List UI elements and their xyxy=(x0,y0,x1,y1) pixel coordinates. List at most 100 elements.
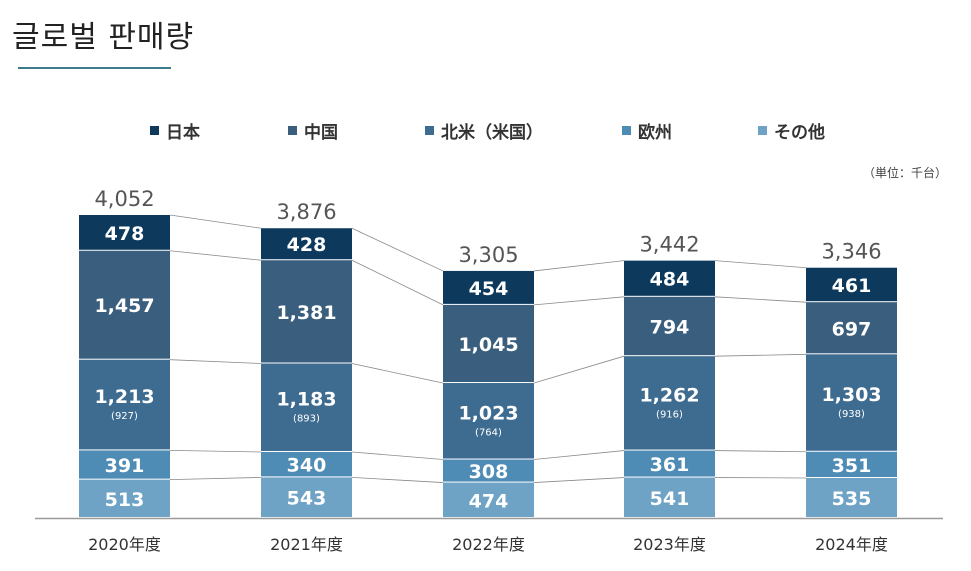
legend-item-north-america: 北米（米国） xyxy=(425,118,543,143)
bar-segment xyxy=(806,451,897,477)
segment-sub-value-label: (927) xyxy=(111,411,138,422)
bar-segment xyxy=(443,304,534,383)
segment-value-label: 1,183 xyxy=(276,389,336,411)
bar-segment xyxy=(79,359,170,450)
segment-sub-value-label: (916) xyxy=(656,409,683,420)
legend-swatch-other xyxy=(758,126,767,135)
segment-value-label: 513 xyxy=(105,489,145,511)
segment-value-label: 1,045 xyxy=(458,334,518,356)
segment-sub-value-label: (893) xyxy=(293,414,320,425)
connector-line xyxy=(714,260,807,269)
legend-label-north-america: 北米（米国） xyxy=(441,123,543,143)
segment-value-label: 1,023 xyxy=(458,402,518,424)
title-underline xyxy=(18,67,171,69)
connector-line xyxy=(351,451,444,460)
connector-line xyxy=(169,450,262,453)
connector-line xyxy=(533,355,625,384)
segment-value-label: 461 xyxy=(832,275,872,297)
segment-value-label: 535 xyxy=(832,488,872,510)
connector-line xyxy=(714,353,807,357)
segment-value-label: 541 xyxy=(650,488,690,510)
bar-segment xyxy=(261,228,352,260)
segment-sub-value-label: (938) xyxy=(838,409,865,420)
bar-segment xyxy=(806,477,897,517)
segment-value-label: 1,303 xyxy=(821,384,881,406)
connector-line xyxy=(351,363,444,384)
legend: 日本 中国 北米（米国） 欧州 その他 xyxy=(150,118,870,146)
legend-swatch-europe xyxy=(622,126,631,135)
legend-item-china: 中国 xyxy=(288,118,338,143)
connector-line xyxy=(169,214,262,229)
segment-value-label: 697 xyxy=(832,318,872,340)
bar-segment xyxy=(79,479,170,517)
connector-line xyxy=(533,477,625,483)
bar-segment xyxy=(79,250,170,359)
connector-line xyxy=(533,450,625,460)
legend-label-japan: 日本 xyxy=(166,123,200,143)
legend-label-other: その他 xyxy=(774,123,825,143)
segment-value-label: 351 xyxy=(832,455,872,477)
total-value-label: 3,442 xyxy=(639,233,699,257)
legend-item-europe: 欧州 xyxy=(622,118,672,143)
segment-value-label: 1,213 xyxy=(94,386,154,408)
bar-segment xyxy=(443,383,534,459)
legend-label-europe: 欧州 xyxy=(638,123,672,143)
bar-segment xyxy=(624,296,715,356)
legend-swatch-north-america xyxy=(425,126,434,135)
connector-line xyxy=(351,227,444,272)
category-label: 2021年度 xyxy=(270,535,343,554)
total-value-label: 3,876 xyxy=(276,200,336,224)
bar-segment xyxy=(261,477,352,517)
total-value-label: 3,305 xyxy=(458,243,518,267)
category-label: 2023年度 xyxy=(633,535,706,554)
bar-segment xyxy=(806,302,897,354)
category-label: 2022年度 xyxy=(452,535,525,554)
total-value-label: 3,346 xyxy=(821,240,881,264)
segment-value-label: 1,457 xyxy=(94,295,154,317)
segment-value-label: 361 xyxy=(650,454,690,476)
segment-value-label: 340 xyxy=(287,455,327,477)
bar-segment xyxy=(443,270,534,304)
connector-line xyxy=(533,260,625,272)
segment-value-label: 794 xyxy=(650,316,690,338)
category-label: 2020年度 xyxy=(88,535,161,554)
bar-segment xyxy=(79,215,170,250)
connector-line xyxy=(351,476,444,483)
bar-segment xyxy=(624,477,715,517)
segment-value-label: 478 xyxy=(105,223,145,245)
unit-note: （単位：千台） xyxy=(862,166,947,180)
connector-line xyxy=(169,476,262,481)
bar-segment xyxy=(806,267,897,302)
legend-label-china: 中国 xyxy=(304,123,338,143)
bar-segment xyxy=(624,450,715,477)
legend-item-japan: 日本 xyxy=(150,118,200,143)
segment-value-label: 474 xyxy=(469,490,509,512)
legend-item-other: その他 xyxy=(758,118,825,143)
bar-segment xyxy=(806,354,897,451)
segment-value-label: 428 xyxy=(287,234,327,256)
segment-value-label: 1,381 xyxy=(276,302,336,324)
connector-line xyxy=(533,296,625,306)
bar-segment xyxy=(79,450,170,479)
segment-sub-value-label: (764) xyxy=(475,427,502,438)
segment-value-label: 484 xyxy=(650,269,690,291)
connector-line xyxy=(169,359,262,364)
legend-swatch-japan xyxy=(150,126,159,135)
page-title: 글로벌 판매량 xyxy=(12,20,195,55)
legend-swatch-china xyxy=(288,126,297,135)
category-label: 2024年度 xyxy=(815,535,888,554)
bar-segment xyxy=(261,451,352,477)
connector-line xyxy=(351,259,444,306)
bar-segment xyxy=(443,459,534,482)
segment-value-label: 1,262 xyxy=(639,384,699,406)
segment-value-label: 454 xyxy=(469,278,509,300)
bar-segment xyxy=(261,363,352,451)
segment-value-label: 308 xyxy=(469,461,509,483)
bar-segment xyxy=(261,260,352,363)
connector-line xyxy=(169,250,262,261)
connector-line xyxy=(714,450,807,453)
segment-value-label: 391 xyxy=(105,455,145,477)
bar-segment xyxy=(624,356,715,450)
total-value-label: 4,052 xyxy=(94,187,154,211)
